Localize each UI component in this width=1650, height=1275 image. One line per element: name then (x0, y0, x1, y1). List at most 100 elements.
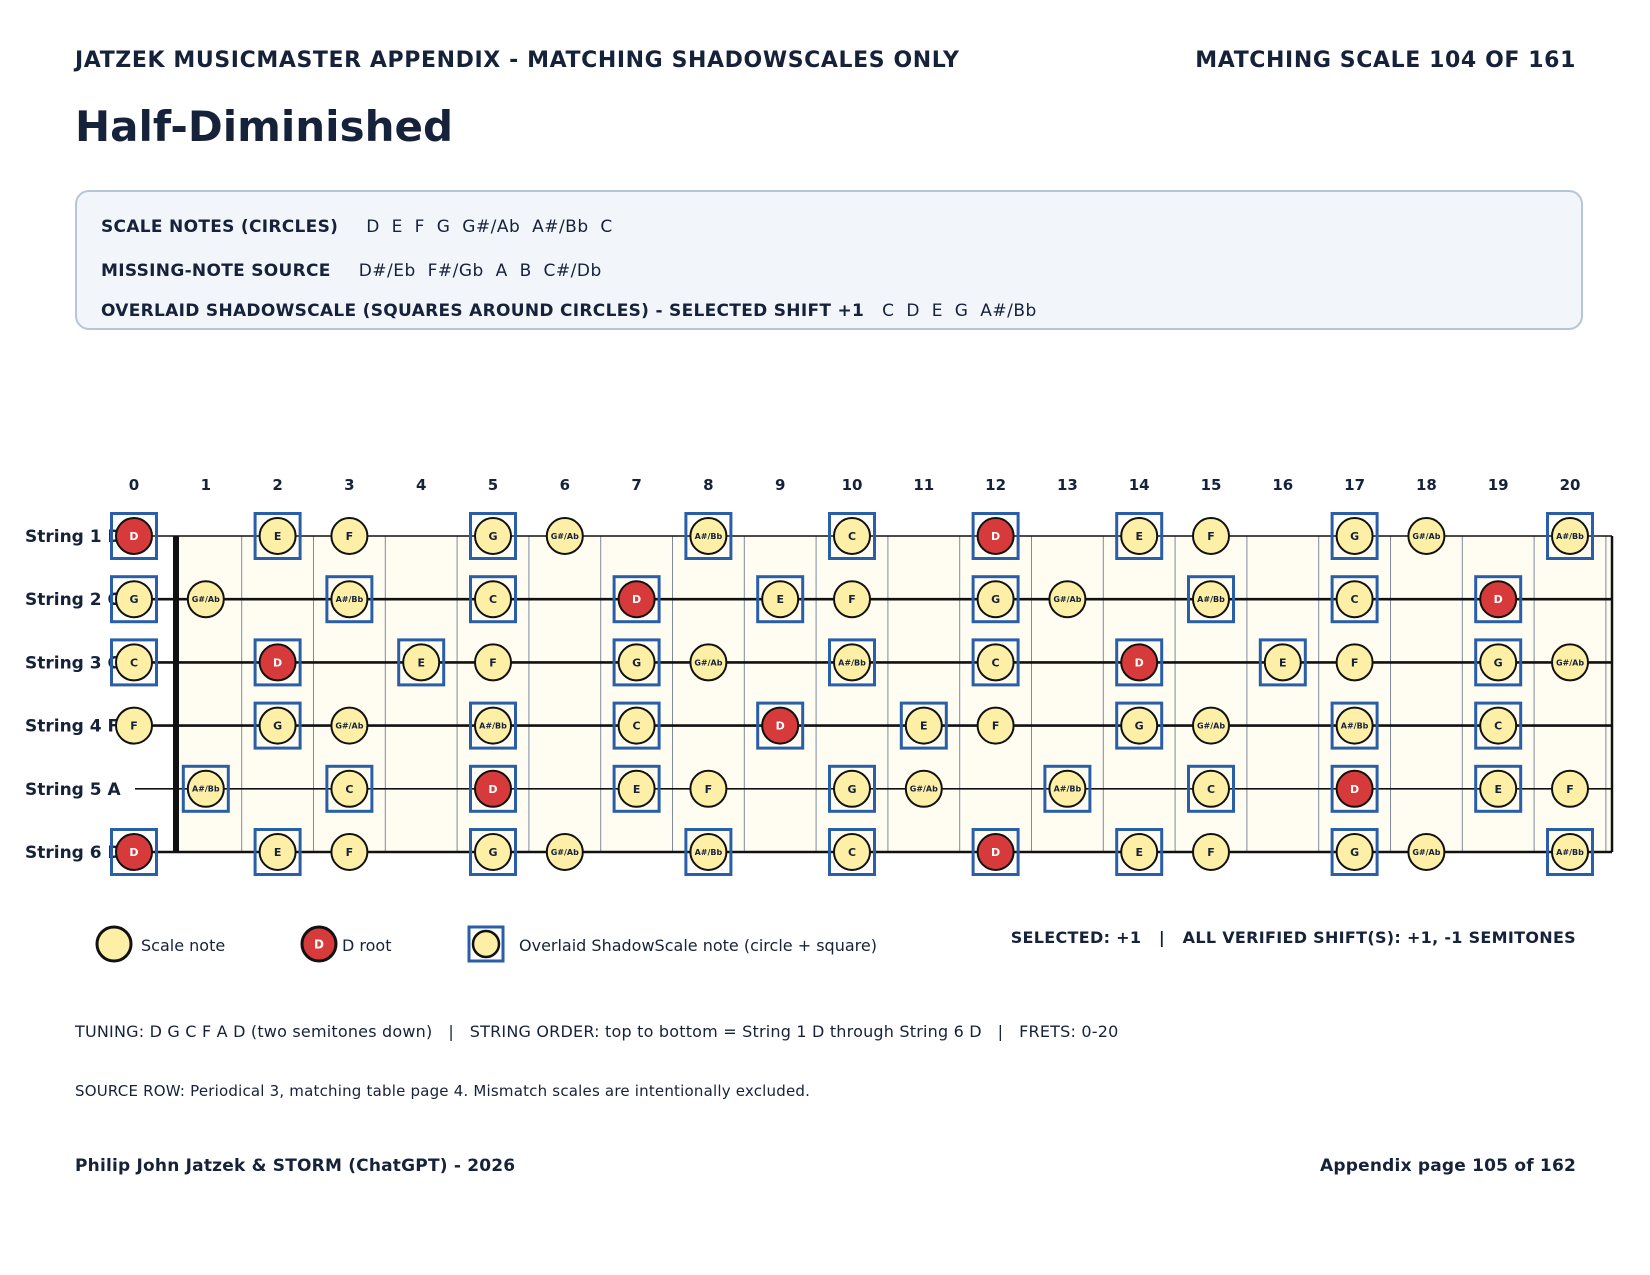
fret-number: 5 (488, 476, 498, 494)
scale-note-marker (186, 769, 225, 808)
scale-note-marker (689, 769, 728, 808)
shadowscale-square (110, 828, 158, 876)
fret-number: 14 (1129, 476, 1150, 494)
root-note-marker (1335, 769, 1374, 808)
scale-note-marker (1120, 706, 1159, 745)
note-label: G#/Ab (910, 785, 938, 794)
scale-note-marker (904, 769, 943, 808)
scale-note-marker (330, 833, 369, 871)
scale-note-marker (689, 517, 728, 555)
shadowscale-square (1115, 638, 1164, 687)
scale-note-marker (761, 580, 800, 619)
note-label: A#/Bb (695, 848, 723, 857)
source-info: SOURCE ROW: Periodical 3, matching table… (75, 1082, 811, 1100)
appendix-header: JATZEK MUSICMASTER APPENDIX - MATCHING S… (75, 48, 960, 73)
overlay-notes-row: OVERLAID SHADOWSCALE (SQUARES AROUND CIR… (101, 301, 1037, 321)
fret-number: 9 (775, 476, 785, 494)
scale-note-marker (617, 643, 656, 682)
fret-number: 4 (416, 476, 426, 494)
shadowscale-square (325, 575, 374, 624)
scale-note-marker (474, 833, 512, 871)
note-label: E (633, 783, 641, 796)
shadowscale-square (397, 638, 446, 687)
note-label: A#/Bb (336, 595, 364, 604)
note-label: G#/Ab (551, 532, 579, 541)
shadowscale-square (1546, 512, 1594, 560)
note-label: G (991, 593, 1000, 606)
note-label: G (488, 846, 497, 859)
note-label: A#/Bb (1197, 595, 1225, 604)
shadowscale-square (612, 764, 661, 813)
scale-note-marker (258, 517, 297, 555)
shadowscale-square (1258, 638, 1307, 687)
shadowscale-square (828, 764, 876, 813)
scale-note-marker (1263, 643, 1302, 682)
shadowscale-square (828, 512, 876, 560)
tuning-info: TUNING: D G C F A D (two semitones down)… (75, 1022, 1119, 1041)
fret-number: 1 (201, 476, 211, 494)
note-label: C (848, 846, 856, 859)
shadowscale-square (1115, 828, 1164, 876)
appendix-page-number: Appendix page 105 of 162 (1320, 1156, 1576, 1176)
scale-note-marker (186, 580, 225, 619)
note-label: G (1494, 656, 1503, 669)
note-label: C (633, 720, 641, 733)
note-label: D (1494, 593, 1503, 606)
root-legend-icon: D (300, 925, 338, 963)
shadowscale-square (181, 764, 230, 813)
scale-note-marker (1407, 833, 1446, 871)
overlay-legend-label: Overlaid ShadowScale note (circle + squa… (519, 936, 877, 955)
shadowscale-square (899, 701, 948, 750)
shift-status: SELECTED: +1 | ALL VERIFIED SHIFT(S): +1… (1010, 928, 1576, 947)
scale-info-panel: SCALE NOTES (CIRCLES) D E F G G#/Ab A#/Bb… (75, 190, 1583, 330)
note-label: C (1207, 783, 1215, 796)
note-label: D (1350, 783, 1359, 796)
shadowscale-square (756, 701, 805, 750)
note-label: C (1351, 593, 1359, 606)
note-label: D (273, 656, 282, 669)
scale-note-marker (976, 580, 1015, 619)
note-label: D (1135, 656, 1144, 669)
shadowscale-square (325, 764, 374, 813)
shadowscale-square (612, 638, 661, 687)
root-note-marker (474, 769, 512, 808)
scale-note-marker (115, 580, 153, 619)
scale-note-marker (115, 643, 153, 682)
note-label: F (1207, 846, 1215, 859)
note-label: D (991, 846, 1000, 859)
shadowscale-square (1330, 701, 1379, 750)
fret-number: 17 (1344, 476, 1365, 494)
scale-note-marker (689, 643, 728, 682)
scale-note-marker (258, 706, 297, 745)
note-label: F (130, 720, 138, 733)
overlay-legend-icon (467, 925, 505, 963)
shadowscale-square (110, 638, 158, 687)
scale-note-marker (1120, 833, 1159, 871)
scale-note-marker (1192, 580, 1230, 619)
shadowscale-square (253, 828, 302, 876)
note-label: F (346, 846, 354, 859)
note-label: E (1494, 783, 1502, 796)
shadowscale-square (684, 512, 733, 560)
note-label: F (848, 593, 856, 606)
scale-note-marker (474, 517, 512, 555)
note-label: A#/Bb (695, 532, 723, 541)
note-label: G#/Ab (551, 848, 579, 857)
scale-note-marker (1192, 833, 1230, 871)
note-label: A#/Bb (479, 721, 507, 730)
shadowscale-square (1474, 701, 1523, 750)
root-note-marker (258, 643, 297, 682)
scale-note-marker (1335, 580, 1374, 619)
shadowscale-square (828, 638, 876, 687)
note-label: G#/Ab (1556, 658, 1584, 667)
scale-note-marker (617, 769, 656, 808)
scale-note-marker (474, 580, 512, 619)
scale-note-marker (1407, 517, 1446, 555)
scale-note-marker (474, 643, 512, 682)
shadowscale-square (253, 701, 302, 750)
scale-note-marker (833, 580, 871, 619)
scale-note-marker (474, 706, 512, 745)
scale-note-marker (833, 833, 871, 871)
scale-note-marker (1335, 517, 1374, 555)
root-note-marker (1479, 580, 1518, 619)
